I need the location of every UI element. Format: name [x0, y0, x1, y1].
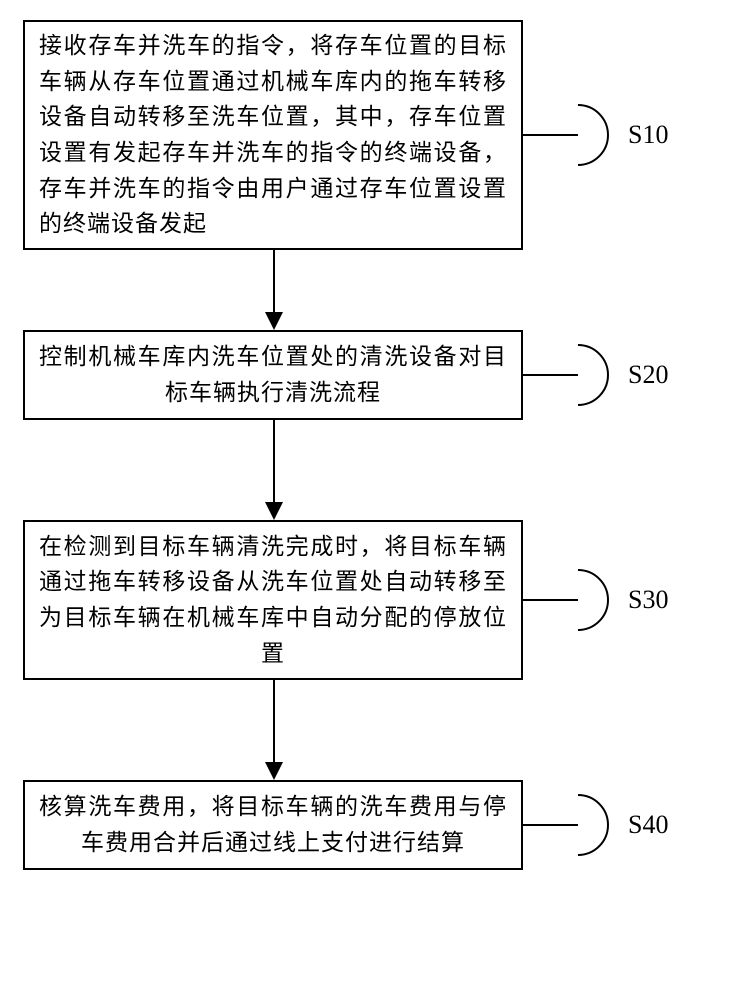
arrow-s30-s40-head [265, 762, 283, 780]
flow-label-s30: S30 [628, 585, 668, 615]
flow-node-s40: 核算洗车费用，将目标车辆的洗车费用与停车费用合并后通过线上支付进行结算 [23, 780, 523, 870]
flow-node-s10: 接收存车并洗车的指令，将存车位置的目标车辆从存车位置通过机械车库内的拖车转移设备… [23, 20, 523, 250]
flow-node-s40-text: 核算洗车费用，将目标车辆的洗车费用与停车费用合并后通过线上支付进行结算 [39, 789, 507, 860]
flow-node-s30: 在检测到目标车辆清洗完成时，将目标车辆通过拖车转移设备从洗车位置处自动转移至为目… [23, 520, 523, 680]
arrow-s30-s40-line [273, 680, 275, 762]
flow-label-s20: S20 [628, 360, 668, 390]
flowchart-canvas: 接收存车并洗车的指令，将存车位置的目标车辆从存车位置通过机械车库内的拖车转移设备… [0, 0, 730, 1000]
flow-node-s30-text: 在检测到目标车辆清洗完成时，将目标车辆通过拖车转移设备从洗车位置处自动转移至为目… [39, 529, 507, 672]
flow-node-s20: 控制机械车库内洗车位置处的清洗设备对目标车辆执行清洗流程 [23, 330, 523, 420]
flow-node-s10-text: 接收存车并洗车的指令，将存车位置的目标车辆从存车位置通过机械车库内的拖车转移设备… [39, 28, 507, 242]
flow-label-s10: S10 [628, 120, 668, 150]
connector-s10 [523, 100, 628, 170]
connector-s30 [523, 565, 628, 635]
arrow-s10-s20-line [273, 250, 275, 312]
flow-node-s20-text: 控制机械车库内洗车位置处的清洗设备对目标车辆执行清洗流程 [39, 339, 507, 410]
connector-s40 [523, 790, 628, 860]
connector-s20 [523, 340, 628, 410]
arrow-s10-s20-head [265, 312, 283, 330]
arrow-s20-s30-line [273, 420, 275, 502]
flow-label-s40: S40 [628, 810, 668, 840]
arrow-s20-s30-head [265, 502, 283, 520]
